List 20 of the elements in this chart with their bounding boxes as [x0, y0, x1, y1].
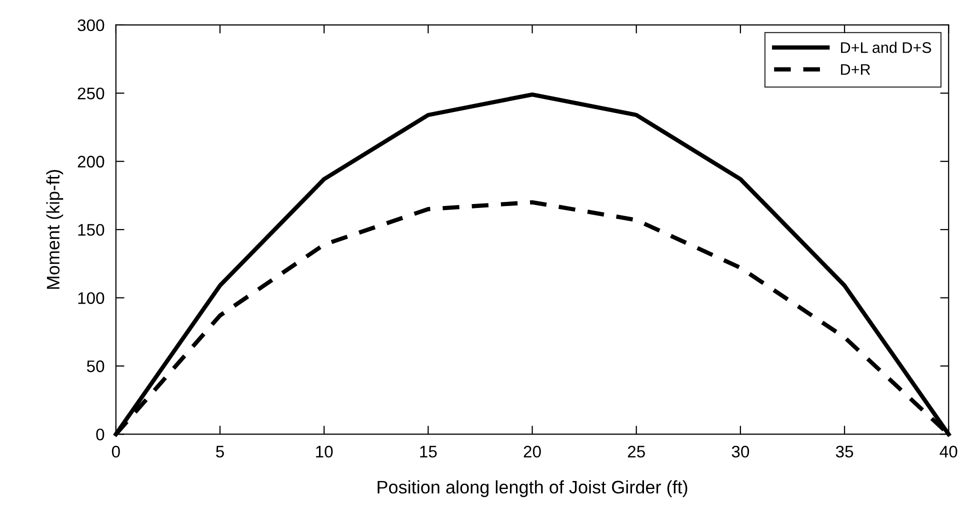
y-tick-label: 300 — [78, 19, 104, 32]
x-tick-label: 25 — [628, 446, 645, 458]
x-tick-label: 40 — [940, 446, 958, 458]
x-tick-label: 15 — [420, 446, 437, 458]
x-tick-label: 10 — [316, 446, 333, 458]
y-tick-label: 200 — [78, 156, 104, 168]
x-tick-label: 20 — [524, 446, 541, 458]
y-tick-label: 150 — [78, 224, 104, 236]
y-tick-label: 0 — [96, 428, 104, 440]
y-tick-label: 100 — [78, 292, 104, 304]
x-axis-title: Position along length of Joist Girder (ft) — [378, 480, 688, 498]
y-tick-label: 250 — [78, 88, 104, 100]
legend-label: D+R — [841, 64, 870, 75]
x-tick-label: 30 — [732, 446, 750, 458]
x-tick-label: 5 — [216, 446, 224, 458]
x-tick-label: 0 — [112, 446, 120, 458]
y-axis-title: Moment (kip-ft) — [46, 170, 64, 289]
legend-label: D+L and D+S — [841, 42, 932, 53]
x-tick-label: 35 — [836, 446, 854, 458]
y-tick-label: 50 — [86, 360, 104, 372]
